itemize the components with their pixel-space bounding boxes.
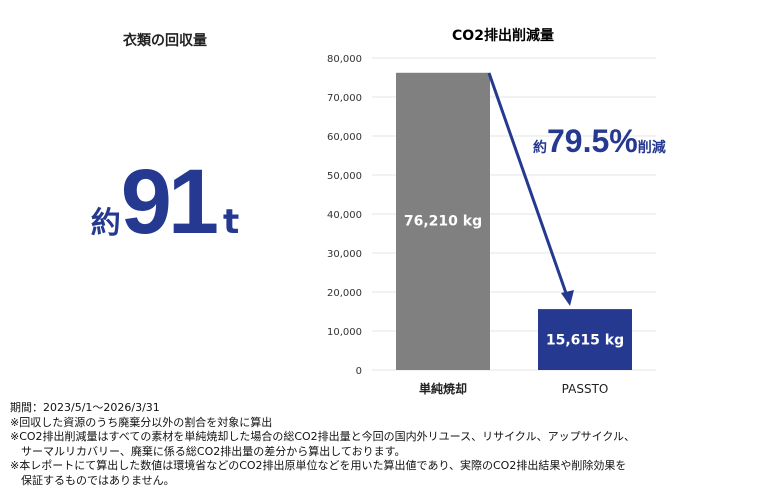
- amount-prefix: 約: [90, 206, 121, 241]
- amount-value: 91: [120, 151, 219, 253]
- y-tick-label: 80,000: [327, 54, 362, 65]
- y-tick-label: 30,000: [327, 249, 362, 260]
- reduction-annotation: 約79.5%削減: [533, 123, 666, 159]
- reduction-arrow-head: [561, 290, 574, 306]
- annotation-value: 79.5%: [547, 123, 638, 159]
- y-tick-label: 20,000: [327, 288, 362, 299]
- bar-2: [538, 309, 632, 370]
- bar-data-label: 76,210 kg: [404, 213, 482, 229]
- collection-title: 衣類の回収量: [123, 33, 207, 49]
- note: ※回収した資源のうち廃棄分以外の割合を対象に算出: [10, 415, 273, 429]
- amount-unit: t: [223, 202, 240, 242]
- y-tick-label: 40,000: [327, 210, 362, 221]
- y-tick-label: 70,000: [327, 93, 362, 104]
- y-tick-label: 60,000: [327, 132, 362, 143]
- x-category-label: 単純焼却: [419, 381, 467, 396]
- y-tick-label: 10,000: [327, 327, 362, 338]
- y-tick-label: 50,000: [327, 171, 362, 182]
- annotation-suffix: 削減: [638, 139, 666, 156]
- annotation-prefix: 約: [533, 139, 547, 156]
- note: 保証するものではありません。: [21, 473, 175, 487]
- x-category-label: PASSTO: [562, 382, 609, 396]
- note: ※本レポートにて算出した数値は環境省などのCO2排出原単位などを用いた算出値であ…: [10, 459, 627, 472]
- note: ※CO2排出削減量はすべての素材を単純焼却した場合の総CO2排出量と今回の国内外…: [10, 430, 636, 443]
- chart-title: CO2排出削減量: [452, 27, 554, 44]
- collection-amount: 約91 t: [60, 150, 270, 255]
- bar-1: [396, 72, 490, 370]
- bar-data-label: 15,615 kg: [546, 333, 624, 349]
- note: サーマルリカバリー、廃棄に係る総CO2排出量の差分から算出しております。: [21, 444, 406, 458]
- footnotes: 期間：2023/5/1～2026/3/31 ※回収した資源のうち廃棄分以外の割合…: [10, 401, 635, 488]
- reduction-arrow-line: [487, 72, 569, 297]
- co2-chart: CO2排出削減量 0 10,000 20,000 30,000 40,000 50,000…: [327, 27, 666, 396]
- note-period: 期間：2023/5/1～2026/3/31: [10, 401, 160, 414]
- y-tick-label: 0: [356, 366, 362, 377]
